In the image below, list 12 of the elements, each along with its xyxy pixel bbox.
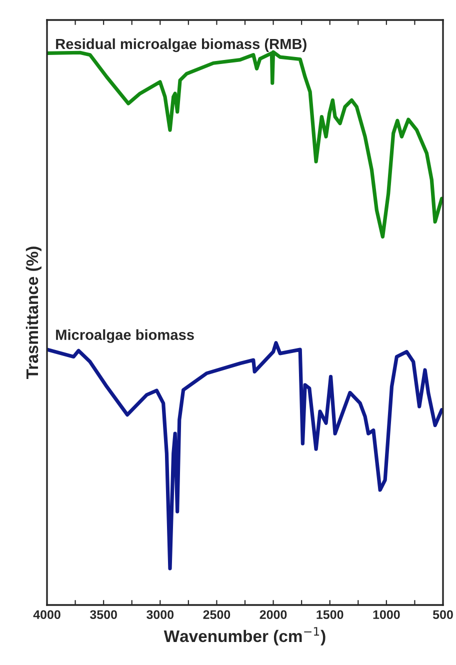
- x-tick-label: 1500: [316, 610, 344, 620]
- x-axis-title: Wavenumber (cm$^{−1}$): [164, 627, 326, 646]
- y-axis-title: Trasmittance (%): [26, 246, 42, 379]
- x-tick-label: 3500: [90, 610, 117, 620]
- x-tick-label: 2000: [260, 610, 287, 620]
- x-tick-label: 2500: [203, 610, 230, 620]
- series-label: Microalgae biomass: [56, 329, 194, 343]
- series-label: Residual microalgae biomass (RMB): [56, 38, 306, 52]
- x-tick-label: 1000: [373, 610, 400, 620]
- x-tick-label: 3000: [146, 610, 174, 620]
- x-tick-label: 4000: [33, 610, 60, 620]
- x-tick-label: 500: [432, 610, 453, 620]
